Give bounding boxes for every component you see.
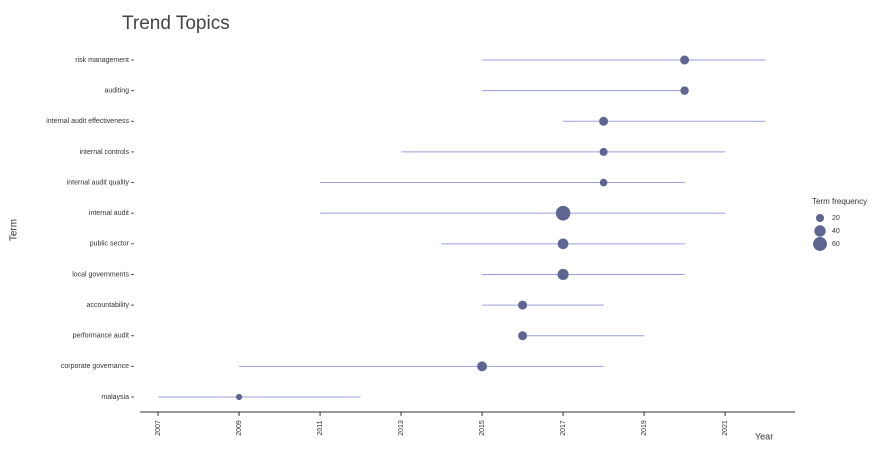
legend-point [816, 214, 824, 222]
point [558, 238, 569, 249]
point [599, 117, 608, 126]
point [518, 301, 527, 310]
legend-label: 40 [832, 228, 840, 235]
point [680, 86, 688, 94]
x-tick-label: 2007 [155, 420, 162, 436]
point [556, 206, 571, 221]
y-tick-label: malaysia [101, 394, 129, 401]
y-tick-label: internal audit effectiveness [46, 118, 129, 125]
y-tick-label: public sector [90, 241, 130, 248]
x-tick-label: 2009 [236, 420, 243, 436]
x-tick-label: 2013 [398, 420, 405, 436]
chart: Trend Topics Term Year Term frequency 20… [0, 0, 878, 445]
point [558, 269, 569, 280]
legend-label: 20 [832, 215, 840, 222]
y-tick-label: corporate governance [61, 363, 129, 370]
point [600, 148, 608, 156]
x-tick-label: 2017 [560, 420, 567, 436]
legend-point [813, 237, 827, 251]
point [600, 179, 608, 187]
y-axis-label: Term [9, 219, 20, 241]
point [236, 394, 242, 400]
point [680, 56, 689, 65]
y-tick-label: local governments [72, 271, 129, 278]
legend-label: 60 [832, 241, 840, 248]
y-tick-label: internal controls [80, 149, 130, 156]
point [518, 331, 527, 340]
y-tick-label: accountability [87, 302, 130, 309]
x-tick-label: 2019 [641, 420, 648, 436]
y-tick-label: internal audit quality [67, 179, 130, 186]
point [477, 361, 487, 371]
x-tick-label: 2015 [479, 420, 486, 436]
x-axis-label: Year [755, 431, 773, 441]
y-tick-label: performance audit [73, 333, 129, 340]
legend-point [814, 225, 825, 236]
legend-title: Term frequency [812, 197, 867, 206]
x-tick-label: 2011 [317, 420, 324, 435]
y-tick-label: internal audit [89, 210, 129, 217]
chart-title: Trend Topics [122, 13, 230, 34]
x-tick-label: 2021 [722, 420, 729, 436]
y-tick-label: auditing [104, 87, 129, 94]
y-tick-label: risk management [75, 57, 129, 64]
